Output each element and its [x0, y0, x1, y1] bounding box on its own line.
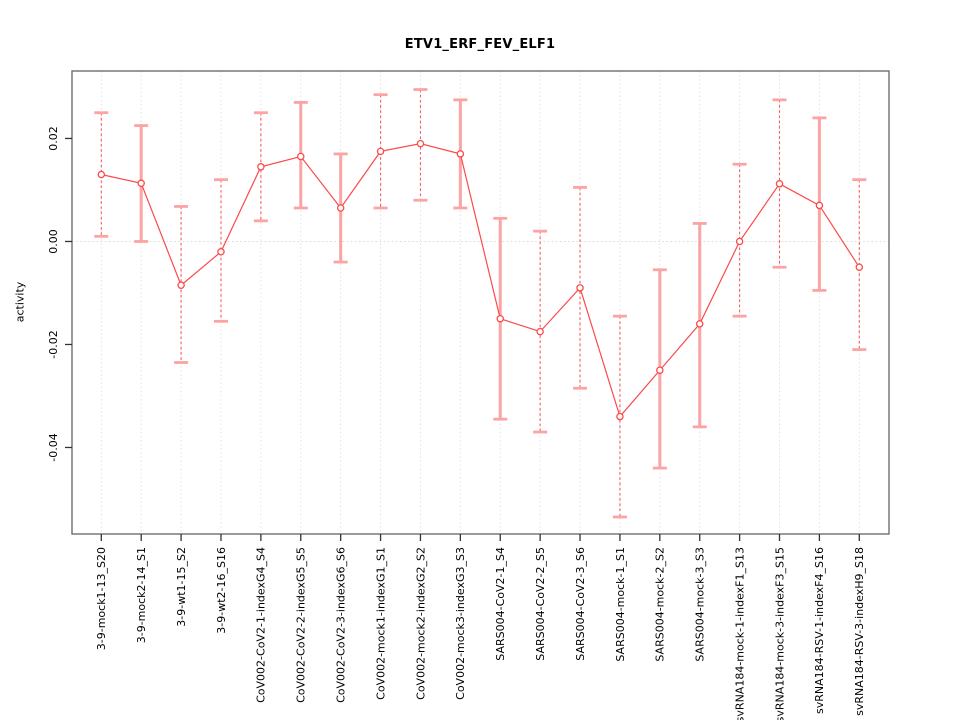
- x-tick-label: SARS004-CoV2-1_S4: [494, 547, 507, 661]
- data-line: [101, 143, 860, 418]
- data-point: [695, 320, 704, 328]
- x-tick-label: svRNA184-RSV-1-indexF4_S16: [813, 547, 826, 714]
- data-point: [297, 152, 305, 161]
- data-point: [815, 201, 824, 210]
- x-tick-label: CoV002-CoV2-3-indexG6_S6: [335, 547, 348, 703]
- x-tick-label: CoV002-mock1-indexG1_S1: [374, 547, 387, 700]
- data-point: [97, 170, 106, 179]
- data-point: [376, 147, 385, 156]
- x-tick-label: 3-9-wt2-16_S16: [215, 547, 228, 634]
- y-axis-label: activity: [13, 281, 27, 323]
- data-point: [775, 180, 784, 188]
- x-tick-label: svRNA184-mock-1-indexF1_S13: [733, 547, 746, 720]
- data-point: [257, 163, 265, 171]
- x-tick-label: 3-9-mock2-14_S1: [135, 547, 148, 643]
- data-point: [735, 237, 744, 246]
- y-tick-label: 0.00: [47, 229, 60, 254]
- x-tick-label: 3-9-mock1-13_S20: [95, 547, 108, 650]
- data-point: [137, 179, 145, 188]
- x-tick-label: 3-9-wt1-15_S2: [175, 547, 188, 627]
- y-tick-label: -0.04: [47, 433, 60, 461]
- x-tick-label: svRNA184-mock-3-indexF3_S15: [773, 547, 786, 720]
- x-tick-label: SARS004-CoV2-2_S5: [534, 547, 547, 661]
- x-tick-label: SARS004-mock-1_S1: [614, 547, 627, 662]
- x-tick-label: CoV002-CoV2-1-indexG4_S4: [255, 547, 268, 703]
- x-tick-label: CoV002-mock3-indexG3_S3: [454, 547, 467, 700]
- x-tick-label: svRNA184-RSV-3-indexH9_S18: [853, 547, 866, 716]
- data-point: [336, 204, 345, 212]
- x-tick-label: SARS004-mock-3_S3: [694, 547, 707, 662]
- data-point: [576, 284, 584, 292]
- y-tick-label: 0.02: [47, 126, 60, 151]
- data-point: [496, 314, 504, 323]
- x-tick-label: CoV002-CoV2-2-indexG5_S5: [295, 547, 308, 703]
- data-point: [855, 263, 864, 271]
- data-point: [616, 412, 624, 421]
- data-point: [416, 139, 425, 148]
- y-tick-label: -0.02: [47, 330, 60, 358]
- x-tick-label: SARS004-mock-2_S2: [654, 547, 667, 662]
- chart-title: ETV1_ERF_FEV_ELF1: [404, 37, 556, 52]
- data-point: [456, 150, 465, 158]
- data-point: [217, 248, 225, 256]
- data-point: [656, 366, 664, 374]
- x-tick-label: CoV002-mock2-indexG2_S2: [414, 547, 427, 700]
- x-tick-label: SARS004-CoV2-3_S6: [574, 547, 587, 661]
- plot-frame: [71, 70, 890, 535]
- data-point: [177, 281, 185, 289]
- data-point: [536, 327, 544, 336]
